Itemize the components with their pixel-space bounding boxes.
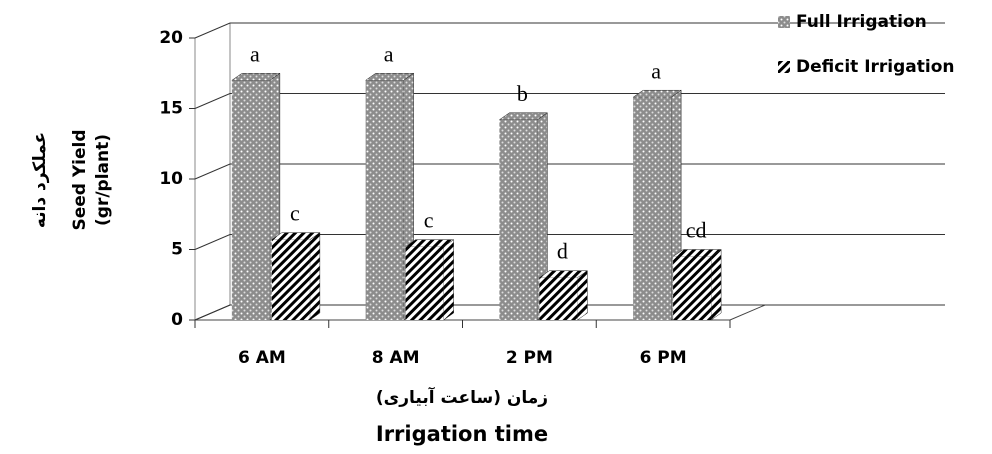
bar-side	[577, 270, 588, 321]
bar-side	[309, 232, 321, 321]
y-axis-label: عملکرد دانه	[30, 132, 50, 228]
significance-letter: a	[651, 58, 661, 83]
legend-label: Full Irrigation	[796, 12, 927, 32]
y-tick-label: 10	[159, 169, 183, 189]
significance-letter: cd	[686, 218, 707, 243]
bar	[633, 97, 672, 320]
bar	[271, 239, 310, 320]
x-tick-label: 8 AM	[372, 348, 420, 368]
y-tick-label: 15	[159, 99, 183, 119]
bar	[405, 246, 444, 320]
significance-letter: a	[250, 41, 260, 66]
legend-label: Deficit Irrigation	[796, 57, 955, 77]
grid-line	[194, 163, 945, 180]
x-tick-label: 2 PM	[506, 348, 553, 368]
bar	[365, 80, 404, 320]
significance-letter: c	[290, 201, 300, 226]
bar	[539, 277, 578, 320]
significance-letter: d	[557, 239, 568, 264]
y-tick-label: 5	[171, 240, 183, 260]
y-tick-label: 0	[171, 310, 183, 330]
grid-line	[194, 234, 945, 250]
grid-line	[194, 93, 945, 109]
y-axis-label: Seed Yield	[70, 129, 90, 230]
x-tick-label: 6 AM	[238, 348, 286, 368]
x-axis-label: Irrigation time	[376, 422, 548, 446]
bar	[673, 256, 712, 320]
x-tick-label: 6 PM	[640, 348, 687, 368]
bar	[231, 80, 270, 320]
bar-side	[710, 249, 722, 321]
y-axis-label: (gr/plant)	[93, 134, 113, 226]
significance-letter: a	[384, 41, 394, 66]
significance-letter: c	[424, 208, 434, 233]
x-axis-label: زمان (ساعت آبیاری)	[376, 386, 548, 408]
bar	[499, 119, 538, 320]
legend-swatch	[778, 61, 790, 73]
legend-swatch	[778, 16, 790, 28]
significance-letter: b	[517, 81, 528, 106]
bar-side	[443, 239, 454, 321]
y-tick-label: 20	[159, 28, 183, 48]
grid-line	[194, 22, 945, 39]
